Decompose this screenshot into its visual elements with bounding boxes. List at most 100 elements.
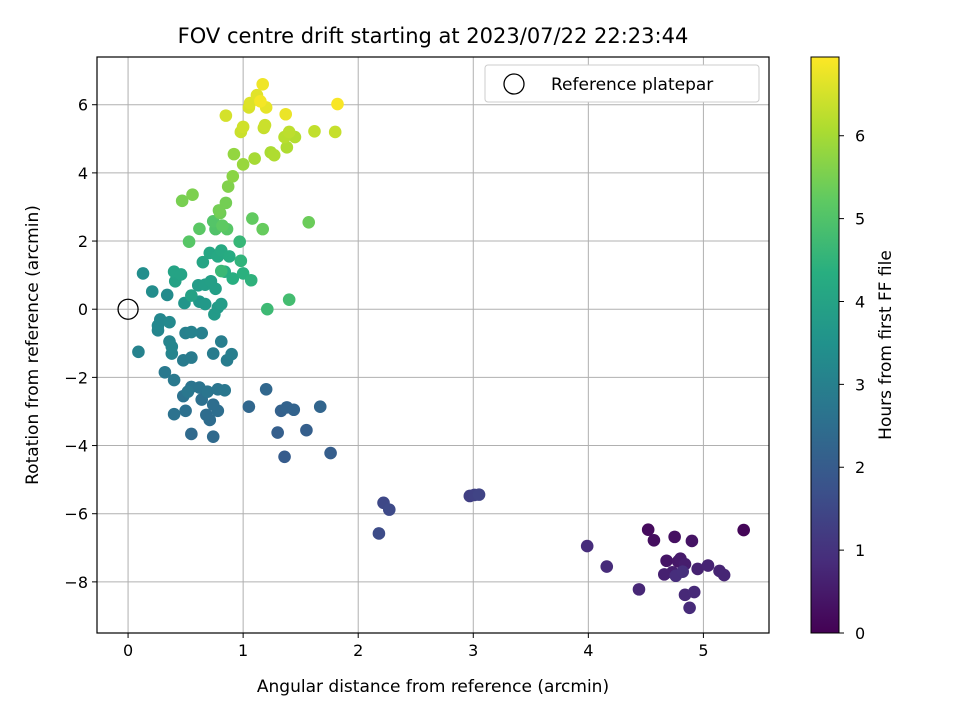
data-point: [136, 267, 150, 280]
colorbar-tick-label: 4: [855, 292, 865, 311]
data-point: [212, 204, 226, 217]
data-point: [219, 109, 233, 122]
data-point: [267, 148, 281, 162]
data-point: [261, 302, 274, 316]
x-axis-label: Angular distance from reference (arcmin): [257, 677, 609, 697]
data-point: [145, 285, 159, 298]
data-point: [701, 559, 715, 572]
data-point: [287, 403, 301, 417]
data-point: [185, 351, 198, 364]
data-point: [248, 152, 261, 165]
plot-frame: [96, 56, 770, 634]
data-point: [185, 289, 198, 302]
data-point: [278, 450, 291, 464]
data-point: [185, 325, 198, 339]
y-tick-label: 6: [78, 96, 88, 115]
x-tick-label: 0: [123, 641, 133, 660]
data-point: [685, 534, 699, 548]
data-point: [226, 272, 240, 285]
y-tick-label: 2: [78, 232, 88, 251]
legend-marker-reference: [503, 73, 525, 95]
data-point: [687, 585, 701, 599]
legend-label-reference: Reference platepar: [551, 75, 713, 95]
data-point: [691, 562, 704, 576]
data-point: [218, 384, 232, 397]
data-point: [258, 118, 272, 132]
data-point: [196, 255, 210, 269]
data-point: [668, 530, 681, 544]
colorbar-tick-label: 6: [855, 127, 865, 146]
data-point: [203, 413, 217, 427]
data-point: [195, 326, 209, 340]
data-point: [331, 97, 344, 111]
data-point: [206, 347, 220, 360]
data-point: [302, 216, 316, 229]
data-point: [167, 373, 181, 387]
data-point: [683, 601, 696, 615]
data-point: [472, 488, 486, 501]
data-point: [214, 264, 228, 278]
data-point: [271, 426, 284, 439]
data-point: [657, 568, 671, 581]
data-point: [246, 212, 259, 225]
x-tick-label: 4: [583, 641, 593, 660]
x-tick-label: 5: [698, 641, 708, 660]
colorbar-tick-label: 1: [855, 541, 865, 560]
data-point: [324, 446, 337, 460]
data-point: [209, 282, 222, 296]
y-tick-label: −8: [64, 573, 88, 592]
data-point: [225, 347, 238, 361]
data-point: [165, 340, 179, 354]
y-axis-label: Rotation from reference (arcmin): [23, 205, 43, 485]
data-point: [158, 365, 172, 379]
data-point: [328, 125, 342, 139]
colorbar-label: Hours from first FF file: [876, 250, 896, 440]
data-point: [174, 268, 188, 281]
colorbar-ticks: 0 1 2 3 4 5 6: [839, 127, 865, 643]
data-point: [280, 141, 294, 154]
data-point: [198, 297, 212, 311]
data-point: [185, 427, 198, 441]
data-point: [256, 77, 269, 91]
data-point: [676, 565, 689, 578]
data-point: [234, 254, 248, 268]
data-point: [214, 297, 228, 311]
data-point: [223, 250, 236, 263]
data-point: [182, 235, 196, 249]
data-point: [737, 523, 750, 537]
x-tick-label: 2: [353, 641, 363, 660]
data-point: [132, 345, 145, 359]
legend-box: [484, 64, 760, 103]
data-point: [236, 120, 250, 134]
data-point: [214, 335, 228, 348]
data-point: [179, 404, 192, 418]
data-point: [206, 398, 220, 411]
data-point: [216, 219, 229, 233]
x-tick-label: 1: [238, 641, 248, 660]
data-point: [242, 400, 256, 413]
data-point: [256, 222, 269, 236]
data-point: [308, 125, 321, 138]
data-point: [580, 539, 594, 553]
data-point: [163, 315, 176, 329]
colorbar-tick-label: 3: [855, 375, 865, 394]
data-point: [244, 273, 258, 287]
data-point: [206, 430, 220, 443]
data-point: [647, 533, 661, 547]
data-point: [254, 95, 267, 108]
colorbar-tick-label: 0: [855, 624, 865, 643]
data-point: [372, 527, 386, 540]
data-point: [175, 194, 189, 208]
data-point: [282, 125, 296, 139]
data-point: [233, 235, 246, 249]
data-point: [717, 568, 731, 582]
colorbar-tick-label: 2: [855, 458, 865, 477]
data-point: [313, 400, 327, 413]
data-point: [382, 503, 396, 516]
y-tick-label: −6: [64, 505, 88, 524]
data-points: [117, 77, 750, 615]
data-point: [226, 169, 240, 183]
data-point: [186, 188, 199, 201]
data-point: [279, 107, 293, 121]
